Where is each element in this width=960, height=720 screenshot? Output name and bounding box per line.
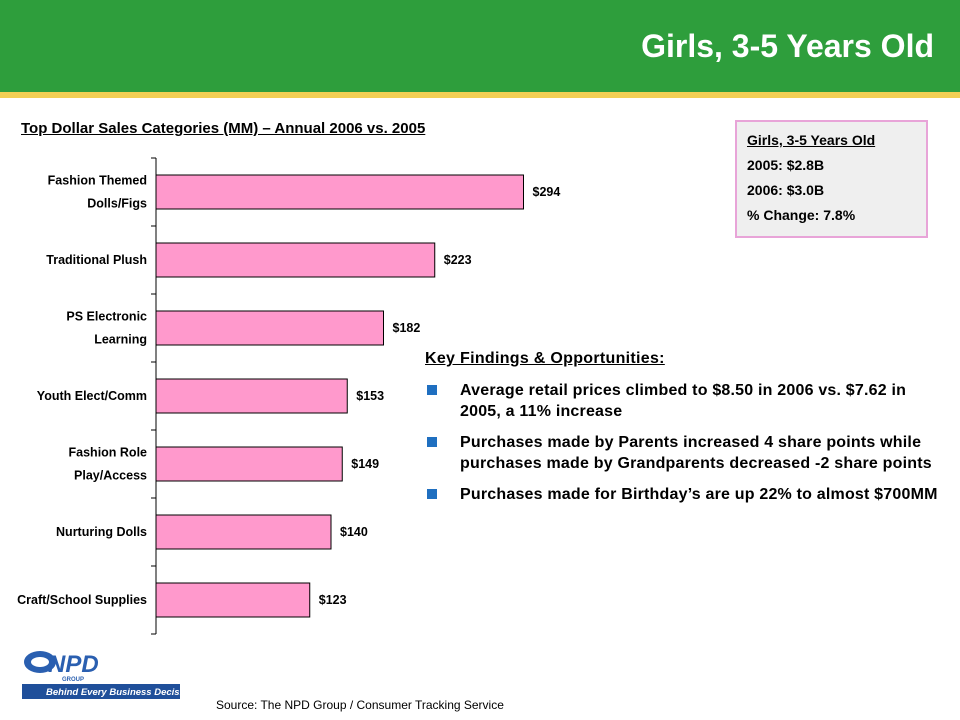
- category-label: Fashion Themed: [48, 174, 147, 188]
- bar: [155, 242, 436, 278]
- finding-text: Average retail prices climbed to $8.50 i…: [460, 382, 907, 420]
- bar: [155, 582, 311, 618]
- bar: [155, 378, 348, 414]
- logo-wordmark: NPD: [48, 651, 99, 678]
- category-label: Traditional Plush: [46, 253, 147, 267]
- category-label: Learning: [94, 333, 147, 347]
- bar: [155, 446, 343, 482]
- summary-2006: 2006: $3.0B: [747, 182, 825, 198]
- header-bar: [0, 0, 960, 92]
- finding-item: Average retail prices climbed to $8.50 i…: [425, 380, 945, 422]
- data-label: $123: [319, 593, 347, 607]
- finding-item: Purchases made by Parents increased 4 sh…: [425, 432, 945, 474]
- category-label: Craft/School Supplies: [17, 593, 147, 607]
- key-findings: Key Findings & Opportunities: Average re…: [425, 350, 945, 515]
- data-label: $182: [393, 321, 421, 335]
- logo-tagline: Behind Every Business Decision: [46, 687, 180, 698]
- square-bullet-icon: [427, 385, 437, 395]
- summary-change: % Change: 7.8%: [747, 207, 856, 223]
- finding-item: Purchases made for Birthday’s are up 22%…: [425, 484, 945, 505]
- npd-logo: NPD GROUP Behind Every Business Decision: [22, 651, 180, 699]
- header-stripe: [0, 92, 960, 98]
- bar: [155, 174, 524, 210]
- square-bullet-icon: [427, 489, 437, 499]
- bar-chart: $294 Fashion Themed Dolls/Figs $223 Traditio…: [17, 157, 561, 635]
- category-label: Dolls/Figs: [87, 197, 147, 211]
- logo-subtext: GROUP: [62, 677, 84, 683]
- category-label: Fashion Role: [69, 446, 148, 460]
- finding-text: Purchases made by Parents increased 4 sh…: [460, 434, 932, 472]
- finding-text: Purchases made for Birthday’s are up 22%…: [460, 486, 938, 503]
- source-note: Source: The NPD Group / Consumer Trackin…: [216, 698, 504, 712]
- data-label: $140: [340, 525, 368, 539]
- bar: [155, 310, 384, 346]
- summary-2005: 2005: $2.8B: [747, 157, 825, 173]
- summary-box-title: Girls, 3-5 Years Old: [747, 132, 876, 148]
- chart-title: Top Dollar Sales Categories (MM) – Annua…: [21, 120, 426, 137]
- category-label: Play/Access: [74, 469, 147, 483]
- data-label: $149: [351, 457, 379, 471]
- page-title: Girls, 3-5 Years Old: [641, 28, 934, 64]
- category-label: Youth Elect/Comm: [37, 389, 147, 403]
- findings-title: Key Findings & Opportunities:: [425, 350, 665, 367]
- data-label: $223: [444, 253, 472, 267]
- data-label: $153: [356, 389, 384, 403]
- bar: [155, 514, 332, 550]
- data-label: $294: [533, 185, 561, 199]
- category-label: PS Electronic: [66, 310, 147, 324]
- square-bullet-icon: [427, 437, 437, 447]
- category-label: Nurturing Dolls: [56, 525, 147, 539]
- summary-box: Girls, 3-5 Years Old 2005: $2.8B 2006: $…: [735, 120, 928, 238]
